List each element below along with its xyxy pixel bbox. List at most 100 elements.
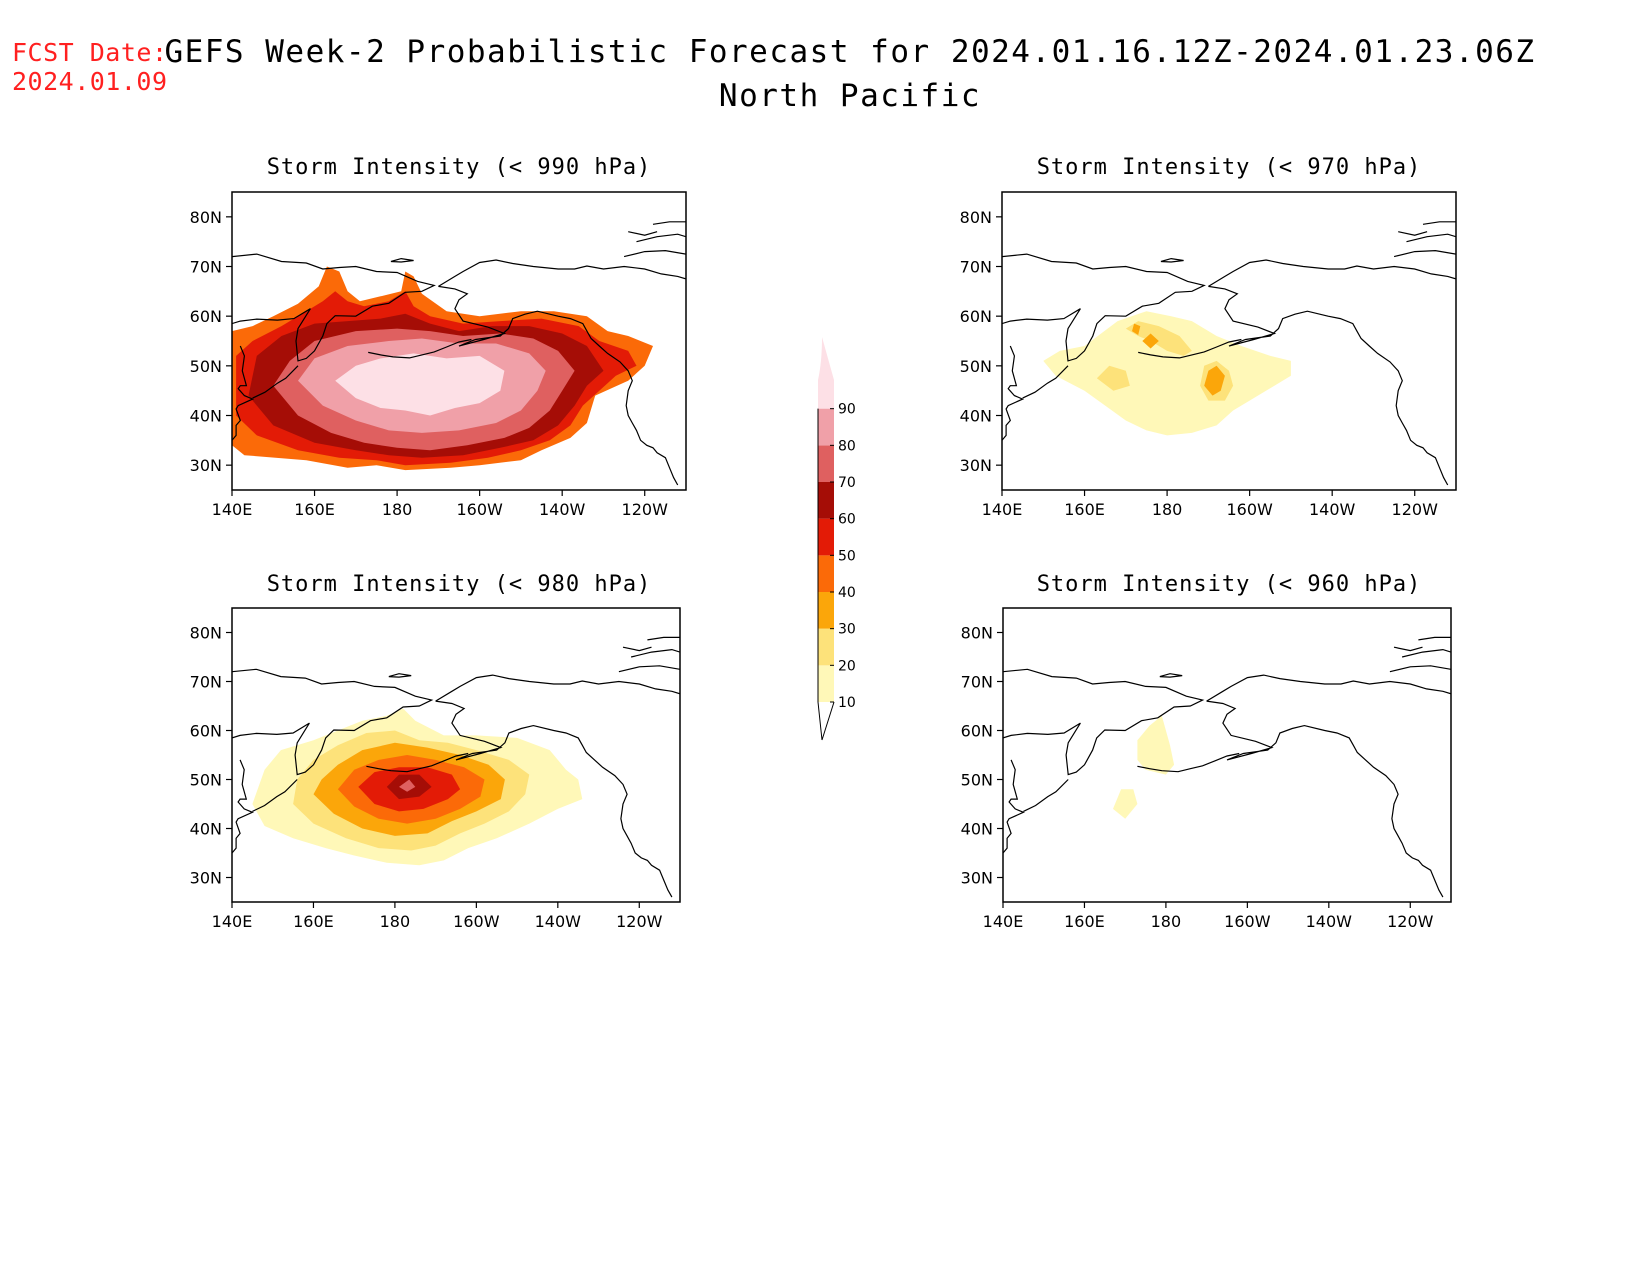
lat-tick-label: 40N	[960, 407, 992, 426]
colorbar-label: 90	[838, 402, 856, 418]
colorbar-label: 70	[838, 475, 856, 491]
lon-tick-label: 180	[1151, 912, 1182, 931]
panel-title: Storm Intensity (< 960 hPa)	[1037, 572, 1422, 597]
panel-title: Storm Intensity (< 990 hPa)	[267, 155, 652, 180]
colorbar-label: 10	[838, 695, 856, 711]
coastline	[438, 285, 679, 486]
prob-contour-90	[335, 353, 505, 416]
colorbar-label: 20	[838, 658, 856, 674]
coastline	[1418, 636, 1451, 641]
coastlines	[1003, 636, 1451, 898]
coastline	[1406, 233, 1456, 243]
lon-tick-label: 160E	[294, 500, 335, 519]
lat-tick-label: 70N	[960, 258, 992, 277]
lon-tick-label: 160W	[1226, 500, 1273, 519]
coastline	[252, 365, 299, 399]
lon-tick-label: 140E	[983, 912, 1024, 931]
lat-tick-label: 70N	[961, 673, 993, 692]
map-panel-3: Storm Intensity (< 980 hPa) 80N 70N 60N 50N 4…	[190, 572, 681, 931]
region-subtitle: North Pacific	[718, 78, 982, 114]
colorbar-swatch	[818, 592, 834, 629]
coastline	[1206, 700, 1444, 898]
map-frame	[231, 607, 681, 903]
coastline	[1003, 668, 1205, 776]
coastline	[622, 646, 652, 652]
prob-contour-30	[1142, 333, 1159, 349]
lon-tick-label: 160E	[1064, 912, 1105, 931]
colorbar-swatch	[818, 628, 834, 666]
lat-tick-label: 60N	[960, 307, 992, 326]
lon-tick-label: 140E	[212, 500, 253, 519]
coastlines	[232, 636, 680, 898]
prob-contour-10	[1137, 715, 1175, 775]
lat-tick-label: 80N	[190, 624, 222, 643]
coastline	[652, 221, 686, 225]
lat-tick-label: 40N	[190, 407, 222, 426]
probability-shading	[232, 266, 653, 471]
lon-tick-label: 140E	[212, 912, 253, 931]
colorbar-swatch	[818, 555, 834, 592]
lon-tick-label: 160W	[453, 912, 500, 931]
coastline	[1401, 648, 1451, 658]
coastline	[623, 249, 686, 258]
coastline	[1159, 673, 1183, 678]
lon-tick-label: 140E	[982, 500, 1023, 519]
colorbar-swatch	[818, 445, 834, 482]
coastline	[1422, 221, 1456, 225]
coastline	[1206, 674, 1451, 702]
coastline	[1022, 365, 1069, 399]
panel-title: Storm Intensity (< 980 hPa)	[267, 572, 652, 597]
lat-tick-label: 80N	[960, 208, 992, 227]
lat-tick-label: 60N	[961, 722, 993, 741]
lon-tick-label: 140W	[535, 912, 582, 931]
prob-contour-10	[1043, 311, 1291, 436]
map-frame	[1002, 607, 1452, 903]
coastlines	[1002, 221, 1456, 486]
lat-tick-label: 70N	[190, 673, 222, 692]
prob-contour-10	[1113, 789, 1138, 819]
prob-contour-30	[1204, 365, 1225, 396]
colorbar-swatch	[818, 518, 834, 556]
coastline	[252, 779, 298, 812]
colorbar-label: 30	[838, 622, 856, 638]
forecast-date-value: 2024.01.09	[12, 67, 168, 96]
colorbar-label: 50	[838, 548, 856, 564]
coastline	[438, 259, 686, 287]
coastline	[1389, 665, 1451, 673]
coastline	[435, 674, 680, 702]
colorbar: 10 20 30 40 50 60 70 80 90	[817, 337, 856, 741]
lon-tick-label: 180	[382, 500, 413, 519]
prob-contour-20	[1096, 365, 1130, 391]
forecast-date-label: FCST Date:	[12, 38, 168, 67]
coastline	[1393, 249, 1456, 258]
coastline	[1003, 759, 1025, 854]
main-title: GEFS Week-2 Probabilistic Forecast for 2…	[164, 34, 1536, 70]
map-panel-1: Storm Intensity (< 990 hPa) 80N 70N 60N 50N 4…	[190, 155, 687, 519]
coastlines	[232, 221, 686, 486]
lat-tick-label: 50N	[190, 771, 222, 790]
coastline	[232, 345, 255, 441]
map-frame	[231, 191, 687, 491]
coastline	[366, 752, 469, 773]
coastline	[1160, 257, 1184, 263]
colorbar-label: 80	[838, 438, 856, 454]
coastline	[232, 253, 436, 362]
lon-tick-label: 180	[1152, 500, 1183, 519]
colorbar-label: 40	[838, 585, 856, 601]
probability-shading	[1043, 311, 1291, 436]
coastline	[647, 636, 680, 641]
probability-shading	[1113, 715, 1175, 819]
panel-title: Storm Intensity (< 970 hPa)	[1037, 155, 1422, 180]
coastline	[1023, 779, 1069, 812]
forecast-date-block: FCST Date: 2024.01.09	[12, 38, 168, 96]
colorbar-swatch	[818, 665, 834, 702]
lat-tick-label: 50N	[190, 357, 222, 376]
map-panel-2: Storm Intensity (< 970 hPa) 80N 70N 60N 50N 4…	[960, 155, 1457, 519]
lon-tick-label: 180	[380, 912, 411, 931]
coastline	[435, 700, 673, 898]
colorbar-swatch	[818, 337, 834, 409]
lon-tick-label: 160E	[293, 912, 334, 931]
lat-tick-label: 60N	[190, 722, 222, 741]
lon-tick-label: 140W	[539, 500, 586, 519]
coastline	[368, 338, 472, 359]
